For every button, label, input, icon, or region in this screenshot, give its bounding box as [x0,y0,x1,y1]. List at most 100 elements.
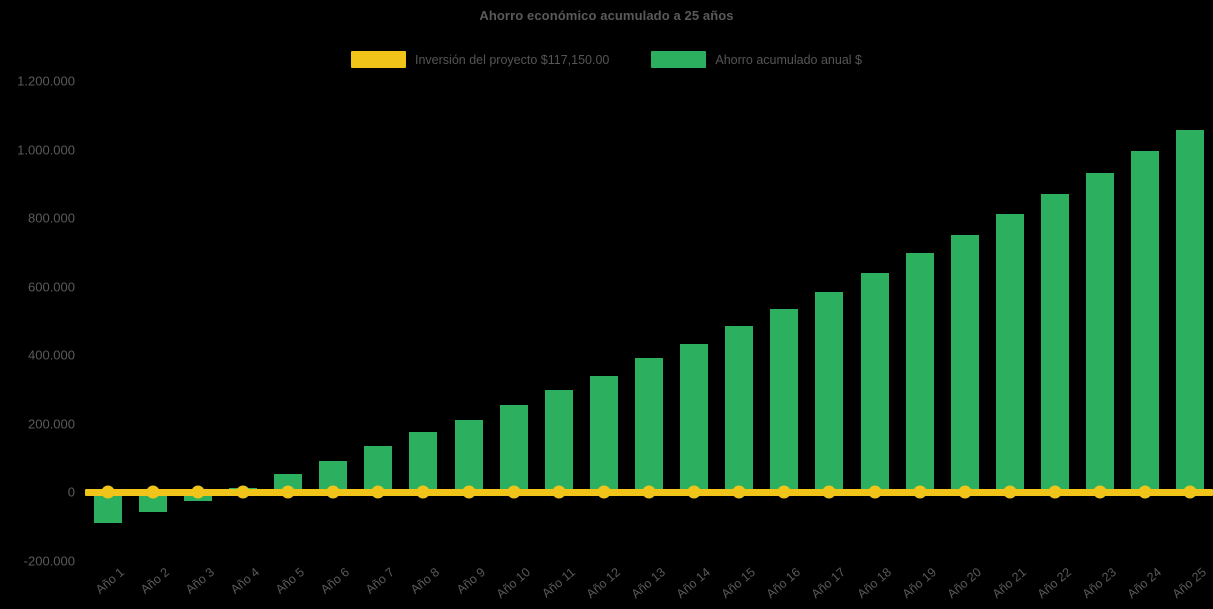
chart-legend: Inversión del proyecto $117,150.00 Ahorr… [0,51,1213,68]
plot-area [85,81,1213,561]
investment-marker-23[interactable] [1093,485,1107,499]
investment-marker-18[interactable] [868,485,882,499]
bar-19[interactable] [905,253,934,493]
bar-13[interactable] [635,358,663,493]
bar-7[interactable] [364,446,393,493]
bar-16[interactable] [770,309,799,493]
x-axis-tick-label: Año 24 [1124,565,1165,602]
bar-5[interactable] [274,474,303,493]
y-axis-tick-label: -200.000 [23,553,75,569]
y-axis-tick-label: 200.000 [28,416,75,432]
x-axis-tick-label: Año 13 [628,565,668,602]
x-axis-tick-label: Año 6 [318,565,353,597]
bar-slot [770,81,799,561]
investment-marker-7[interactable] [371,485,385,499]
investment-marker-15[interactable] [732,485,746,499]
x-axis-tick-label: Año 16 [764,565,804,602]
x-axis-tick-label: Año 2 [137,565,172,597]
bar-14[interactable] [680,343,709,493]
investment-marker-2[interactable] [146,485,160,499]
x-axis-tick-label: Año 5 [273,565,308,597]
bar-2[interactable] [138,492,167,512]
legend-item-ahorro[interactable]: Ahorro acumulado anual $ [651,51,862,68]
investment-marker-21[interactable] [1003,485,1017,499]
investment-marker-19[interactable] [913,485,927,499]
bar-slot [274,81,303,561]
legend-swatch-inversion [351,51,406,68]
x-axis-tick-label: Año 23 [1079,565,1120,602]
investment-marker-20[interactable] [958,485,972,499]
x-axis-tick-label: Año 8 [408,565,443,597]
bar-slot [635,81,663,561]
investment-marker-3[interactable] [191,485,205,499]
investment-marker-8[interactable] [416,485,430,499]
bar-12[interactable] [589,375,618,493]
x-axis-tick-label: Año 9 [453,565,488,597]
bar-slot [364,81,393,561]
investment-marker-16[interactable] [777,485,791,499]
investment-marker-14[interactable] [687,485,701,499]
bar-slot [589,81,618,561]
x-axis-tick-label: Año 1 [92,565,127,597]
x-axis-tick-label: Año 11 [539,565,578,601]
investment-marker-4[interactable] [236,485,250,499]
bar-slot [544,81,573,561]
x-axis-tick-label: Año 20 [944,565,984,602]
x-axis-tick-label: Año 21 [989,565,1029,602]
x-axis-tick-label: Año 18 [854,565,894,602]
legend-label-ahorro: Ahorro acumulado anual $ [715,52,862,67]
bar-18[interactable] [860,272,889,493]
x-axis-tick-label: Año 7 [363,565,398,597]
investment-marker-9[interactable] [462,485,476,499]
bar-slot [454,81,483,561]
bar-slot [815,81,844,561]
investment-marker-6[interactable] [326,485,340,499]
chart-title: Ahorro económico acumulado a 25 años [479,8,734,23]
legend-item-inversion[interactable]: Inversión del proyecto $117,150.00 [351,51,609,68]
bar-25[interactable] [1176,129,1205,493]
investment-marker-22[interactable] [1048,485,1062,499]
investment-marker-12[interactable] [597,485,611,499]
investment-marker-5[interactable] [281,485,295,499]
x-axis-tick-label: Año 15 [718,565,759,602]
bar-9[interactable] [454,419,483,493]
x-axis-tick-label: Año 25 [1170,565,1210,602]
bar-slot [905,81,934,561]
investment-marker-1[interactable] [101,485,115,499]
investment-marker-25[interactable] [1183,485,1197,499]
legend-swatch-ahorro [651,51,707,68]
investment-marker-10[interactable] [507,485,521,499]
y-axis-tick-label: 600.000 [28,279,75,295]
investment-marker-24[interactable] [1138,485,1152,499]
bar-slot [1176,81,1205,561]
bar-15[interactable] [725,326,754,493]
bar-23[interactable] [1086,172,1115,493]
bar-17[interactable] [815,291,844,493]
investment-marker-13[interactable] [642,485,656,499]
bar-22[interactable] [1041,193,1070,493]
bar-24[interactable] [1131,150,1160,493]
bar-20[interactable] [950,234,979,493]
bar-11[interactable] [544,389,573,493]
bar-slot [499,81,528,561]
investment-marker-11[interactable] [552,485,566,499]
bar-slot [995,81,1024,561]
bar-slot [725,81,754,561]
x-axis-tick-label: Año 14 [673,565,714,602]
bar-8[interactable] [409,432,438,493]
y-axis-tick-label: 1.200.000 [17,73,75,89]
y-axis-tick-label: 400.000 [28,347,75,363]
bar-slot [138,81,167,561]
bar-21[interactable] [995,214,1024,493]
bar-slot [680,81,709,561]
x-axis-tick-label: Año 3 [182,565,217,597]
investment-marker-17[interactable] [822,485,836,499]
x-axis-tick-label: Año 22 [1034,565,1075,602]
x-axis-tick-label: Año 4 [227,565,262,597]
y-axis-tick-label: 1.000.000 [17,142,75,158]
y-axis-tick-label: 0 [67,484,75,500]
x-axis-tick-label: Año 17 [809,565,849,602]
y-axis-tick-label: 800.000 [28,210,75,226]
bar-10[interactable] [499,405,528,493]
